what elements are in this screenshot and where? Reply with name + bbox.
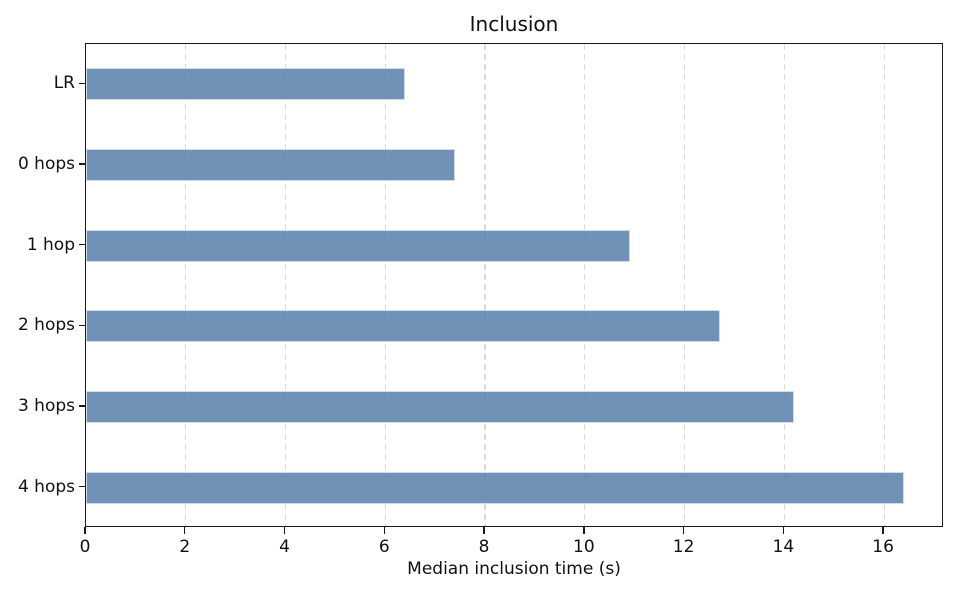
y-tick-mark [79,163,85,165]
y-tick-label-4-hops: 4 hops [17,476,75,497]
bar-2-hops [86,310,720,343]
x-tick-label-0: 0 [79,537,91,557]
x-tick-label-6: 6 [378,537,390,557]
x-tick-label-4: 4 [279,537,290,557]
bar-4-hops [86,471,905,504]
y-tick-mark [79,243,85,246]
y-tick-label-lr: LR [53,73,75,94]
gridline-x-4 [284,44,287,526]
gridline-x-2 [185,44,187,526]
chart-title: Inclusion [469,12,559,36]
y-tick-mark [79,405,85,407]
bars-layer [86,44,942,526]
y-tick-mark [79,324,85,327]
x-tick-label-10: 10 [573,537,595,557]
bar-0-hops [86,149,456,181]
y-tick-mark [79,485,85,488]
x-tick-mark [84,527,86,534]
x-tick-mark [782,527,785,534]
x-tick-mark [583,527,585,534]
x-tick-label-2: 2 [179,537,191,557]
gridline-x-6 [384,44,386,526]
y-tick-label-2-hops: 2 hops [17,315,75,336]
plot-area [85,43,943,527]
gridline-x-8 [484,44,486,526]
bar-lr [86,68,406,101]
y-tick-label-3-hops: 3 hops [17,396,75,416]
x-tick-mark [184,527,186,534]
x-tick-label-8: 8 [478,537,490,557]
x-tick-mark [682,527,685,534]
y-tick-mark [79,82,85,85]
x-tick-mark [483,527,485,534]
gridline-x-10 [584,44,586,526]
gridline-x-16 [883,44,885,526]
bar-1-hop [86,229,630,262]
x-tick-mark [283,527,286,534]
grid-layer [86,44,942,526]
x-tick-label-16: 16 [872,537,894,557]
x-tick-mark [882,527,884,534]
y-tick-label-0-hops: 0 hops [17,154,75,174]
gridline-x-14 [783,44,785,526]
x-axis-label: Median inclusion time (s) [407,559,621,579]
bar-3-hops [86,391,795,423]
x-tick-label-12: 12 [672,537,695,557]
y-tick-label-1-hop: 1 hop [26,234,75,255]
gridline-x-12 [684,44,686,526]
x-tick-label-14: 14 [772,537,795,557]
x-tick-mark [383,527,385,534]
